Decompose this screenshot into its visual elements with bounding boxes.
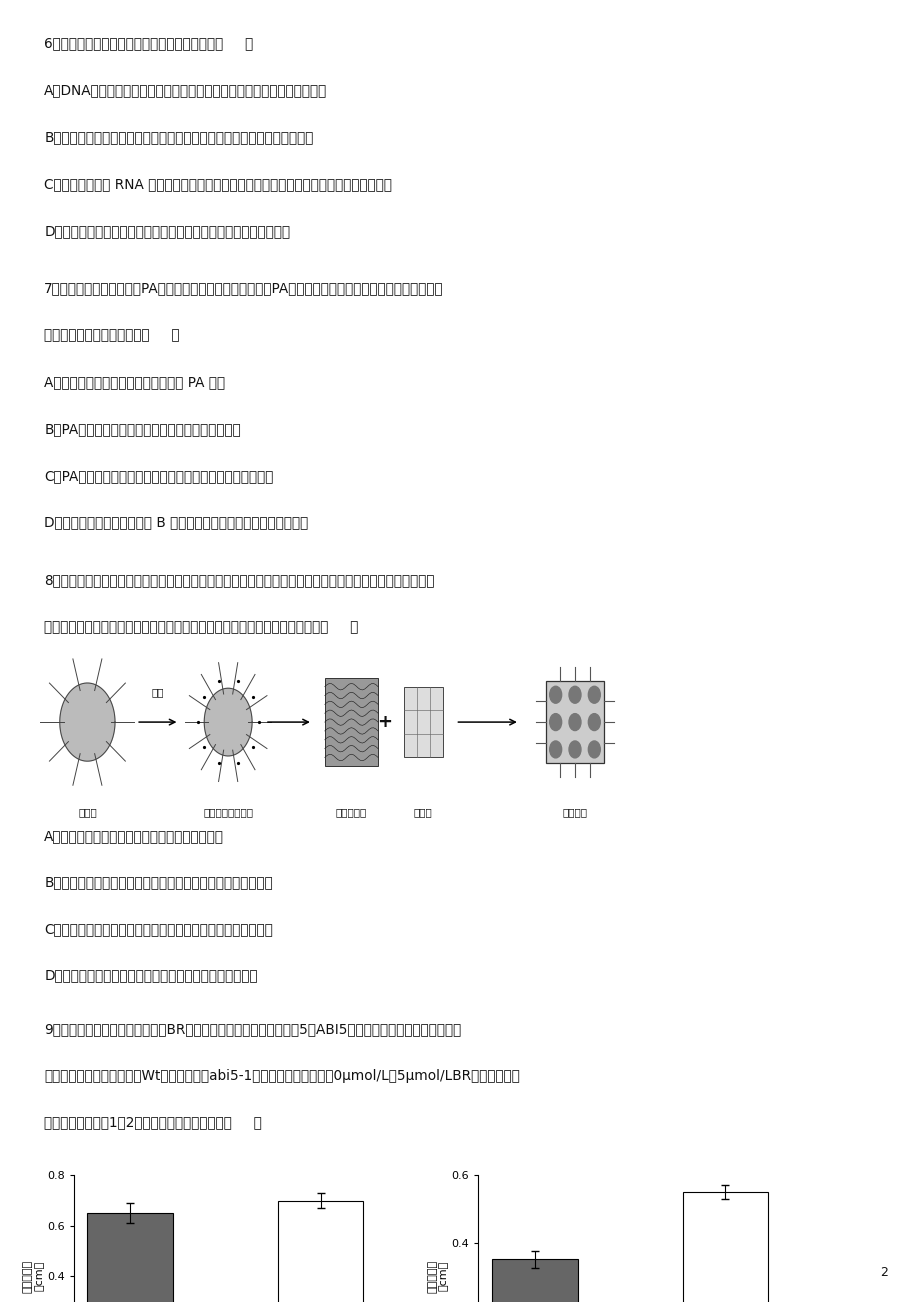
Y-axis label: 下胚轴长度
（cm）: 下胚轴长度 （cm） [426, 1260, 448, 1293]
Circle shape [568, 686, 581, 703]
Text: C．细胞通过胞吱方式摄取纳米药物颗粒后，细胞内会出现微核: C．细胞通过胞吱方式摄取纳米药物颗粒后，细胞内会出现微核 [44, 922, 273, 936]
Y-axis label: 下胚轴长度
（cm）: 下胚轴长度 （cm） [22, 1260, 44, 1293]
Text: 9．某研究小组研究油菜素内酯（BR）胁迫条件下脆落酸不敏感蛋白5（ABI5）缺失对拟南芜幼苗下胚轴生长: 9．某研究小组研究油菜素内酯（BR）胁迫条件下脆落酸不敏感蛋白5（ABI5）缺失… [44, 1022, 461, 1036]
Text: 2: 2 [879, 1266, 887, 1279]
Text: B．构成染色体的组蛋白若发生乙酰化或甲基化修饰都能激活相应基因表达: B．构成染色体的组蛋白若发生乙酰化或甲基化修饰都能激活相应基因表达 [44, 130, 313, 145]
Text: 加。下列相关叙述错误的是（     ）: 加。下列相关叙述错误的是（ ） [44, 328, 179, 342]
Text: 处理: 处理 [152, 687, 165, 698]
Text: B．药物颗粒可减少细菌毒素与神经细胞膜受体结合而缓解疼痛: B．药物颗粒可减少细菌毒素与神经细胞膜受体结合而缓解疼痛 [44, 875, 273, 889]
Bar [546, 681, 604, 763]
Text: A．采用醉固鄘拮抗剂治疗可适度缓解 PA 病情: A．采用醉固鄘拮抗剂治疗可适度缓解 PA 病情 [44, 375, 225, 389]
Circle shape [550, 686, 561, 703]
Circle shape [550, 741, 561, 758]
Text: A．细菌毒素引起痛觉过程中的效应器为大脑皮层: A．细菌毒素引起痛觉过程中的效应器为大脑皮层 [44, 829, 224, 842]
Text: D．高醉固鄘水平会影响胰岛 B 细胞功能和组织细胞对胰岛素的敏感性: D．高醉固鄘水平会影响胰岛 B 细胞功能和组织细胞对胰岛素的敏感性 [44, 516, 308, 530]
Bar [682, 1193, 767, 1302]
Text: C．PA患者出现醉固鄘分泌增多的原因是细胞外液渗透压增加: C．PA患者出现醉固鄘分泌增多的原因是细胞外液渗透压增加 [44, 469, 273, 483]
Bar [403, 687, 442, 758]
Text: 提取细胞膜: 提取细胞膜 [335, 807, 367, 816]
Circle shape [588, 686, 600, 703]
Text: C．一些非编码微 RNA 具有组织特异性和时序性，只在特定的组织或发育阶段调控基因表达: C．一些非编码微 RNA 具有组织特异性和时序性，只在特定的组织或发育阶段调控基… [44, 177, 391, 191]
Text: B．PA病因可能是基因突变使醉固鄘合成酶表达增加: B．PA病因可能是基因突变使醉固鄘合成酶表达增加 [44, 422, 241, 436]
Text: 6．下列关于基因表达调控的相关叙述正确的是（     ）: 6．下列关于基因表达调控的相关叙述正确的是（ ） [44, 36, 253, 51]
Circle shape [568, 713, 581, 730]
Text: 实验结果分别如图1、2。下列相关叙述错误的是（     ）: 实验结果分别如图1、2。下列相关叙述错误的是（ ） [44, 1115, 262, 1129]
Bar [278, 1200, 363, 1302]
Text: D．提取的细胞膜可包裹纳米笼，与细胞膜的信息交流有关: D．提取的细胞膜可包裹纳米笼，与细胞膜的信息交流有关 [44, 969, 257, 983]
Polygon shape [60, 684, 115, 762]
Circle shape [550, 713, 561, 730]
Circle shape [588, 741, 600, 758]
Text: 神经元: 神经元 [78, 807, 96, 816]
Text: A．DNA甲基化通过改变互补硸基之间的氢键数目和配对方式影响基因转录: A．DNA甲基化通过改变互补硸基之间的氢键数目和配对方式影响基因转录 [44, 83, 327, 98]
Bar [492, 1259, 577, 1302]
Text: 纳米笼: 纳米笼 [414, 807, 432, 816]
Text: 膜表面高表达受体: 膜表面高表达受体 [203, 807, 253, 816]
Text: 8．神经细胞通过其表面受体感受细菌毒素刺激，引起痛觉产生。为抑制细菌毒素诱导的痛觉，将特定药物装: 8．神经细胞通过其表面受体感受细菌毒素刺激，引起痛觉产生。为抑制细菌毒素诱导的痛… [44, 573, 434, 587]
Circle shape [568, 741, 581, 758]
Polygon shape [204, 689, 252, 756]
Text: D．同卵双胞胎表型差异与蜂王和雄蜂表型差异均属于表观遗传现象: D．同卵双胞胎表型差异与蜂王和雄蜂表型差异均属于表观遗传现象 [44, 224, 290, 238]
Circle shape [588, 713, 600, 730]
Text: 7．原发性醉固酸增多症（PA）是继发性高血压的常见原因。PA患者糖尿病发病风险较原发性高血压患者增: 7．原发性醉固酸增多症（PA）是继发性高血压的常见原因。PA患者糖尿病发病风险较… [44, 281, 443, 296]
Text: 载到纳米笼中，与膜一同构成药物颗粒，如下图所示。下列相关叙述正确的是（     ）: 载到纳米笼中，与膜一同构成药物颗粒，如下图所示。下列相关叙述正确的是（ ） [44, 620, 358, 634]
Bar [87, 1213, 173, 1302]
Text: +: + [377, 713, 391, 732]
Text: 的影响，将野生型拟南芜（Wt）和突变体（abi5-1）种子分别播种在含有0μmol/L和5μmol/LBR的培养基上，: 的影响，将野生型拟南芜（Wt）和突变体（abi5-1）种子分别播种在含有0μmo… [44, 1069, 519, 1083]
Bar [324, 678, 378, 767]
Text: 药物颗粒: 药物颗粒 [562, 807, 587, 816]
